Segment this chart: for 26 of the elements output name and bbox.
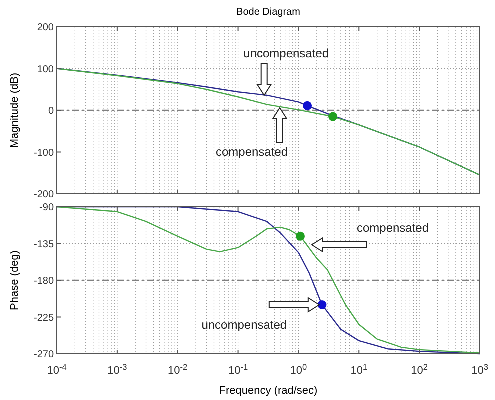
x-axis-title: Frequency (rad/sec) [219,385,318,397]
y-tick-label: -100 [34,148,54,159]
x-tick-label: 10$^{1}$ [350,362,368,377]
annotation: uncompensated [202,318,288,332]
y-tick-label: -90 [40,202,54,214]
annotation: compensated [356,221,430,235]
y-axis-title: Magnitude (dB) [9,72,21,148]
x-tick-label: 10$^{-3}$ [108,362,128,377]
y-tick-label: -180 [34,276,54,287]
x-tick-label: 10$^{-2}$ [168,362,188,377]
y-axis-title: Phase (deg) [9,250,21,310]
y-tick-label: 200 [37,22,54,34]
chart-title: Bode Diagram [236,7,300,18]
x-tick-label: 10$^{-1}$ [228,362,248,377]
x-tick-label: 10$^{0}$ [290,362,308,377]
y-tick-label: 100 [37,64,54,76]
y-tick-label: 0 [48,106,54,117]
annotation: compensated [216,145,288,159]
x-tick-label: 10$^{2}$ [411,362,428,377]
y-tick-label: -225 [34,312,54,324]
y-tick-label: -270 [34,350,54,360]
annotation: uncompensated [244,46,330,60]
x-tick-label: 10$^{3}$ [472,362,489,377]
y-tick-label: -200 [34,190,54,200]
x-tick-label: 10$^{-4}$ [47,362,68,377]
y-tick-label: -135 [34,239,54,250]
